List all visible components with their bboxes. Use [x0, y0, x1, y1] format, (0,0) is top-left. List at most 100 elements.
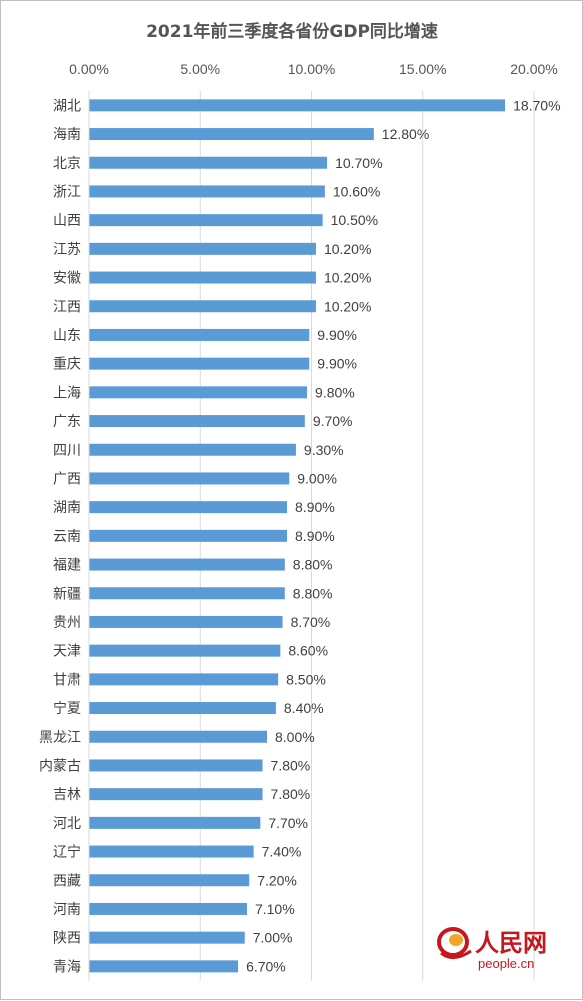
bar	[89, 300, 316, 313]
data-label: 7.00%	[253, 930, 293, 946]
bar	[89, 816, 261, 829]
category-label: 上海	[53, 385, 81, 401]
data-label: 8.90%	[295, 528, 335, 544]
data-label: 10.50%	[331, 212, 378, 228]
category-label: 新疆	[53, 586, 81, 602]
bar	[89, 673, 279, 686]
category-label: 广西	[53, 471, 81, 487]
category-label: 青海	[53, 959, 81, 975]
data-label: 8.70%	[291, 614, 331, 630]
bar	[89, 128, 374, 141]
category-label: 四川	[53, 443, 81, 459]
logo-text: 人民网	[475, 928, 547, 957]
x-tick-label: 10.00%	[288, 61, 335, 77]
data-label: 7.20%	[257, 872, 297, 888]
category-label: 辽宁	[53, 844, 81, 861]
data-label: 8.60%	[288, 643, 328, 659]
category-label: 吉林	[53, 787, 81, 803]
data-labels: 18.70% 12.80%10.70% 10.60% 10.50% 10.20% 10.2…	[246, 97, 560, 974]
data-label: 9.80%	[315, 384, 355, 400]
category-label: 湖南	[53, 500, 81, 516]
bar	[89, 185, 325, 198]
category-label: 云南	[53, 529, 81, 545]
category-label: 西藏	[53, 873, 81, 889]
data-label: 8.50%	[286, 671, 326, 687]
bars	[89, 99, 506, 973]
bar	[89, 328, 310, 341]
category-label: 山西	[53, 213, 81, 229]
data-label: 9.70%	[313, 413, 353, 429]
data-label: 8.00%	[275, 729, 315, 745]
data-label: 12.80%	[382, 126, 429, 142]
logo-emblem-icon	[437, 927, 472, 959]
data-label: 9.00%	[297, 470, 337, 486]
category-label: 天津	[53, 644, 81, 660]
data-label: 7.80%	[271, 757, 311, 773]
x-axis-ticks: 0.00% 5.00% 10.00% 15.00% 20.00%	[69, 61, 558, 77]
logo-subtext: people.cn	[478, 956, 534, 971]
x-tick-label: 0.00%	[69, 61, 109, 77]
category-label: 重庆	[53, 357, 81, 373]
bar	[89, 788, 263, 801]
category-label: 江苏	[53, 242, 81, 258]
category-label: 内蒙古	[39, 758, 81, 774]
data-label: 9.90%	[317, 356, 357, 372]
bar	[89, 558, 285, 571]
category-labels: 湖北海南北京浙江山西江苏安徽江西山东重庆上海广东四川广西湖南云南福建新疆贵州天津…	[39, 98, 81, 975]
bar	[89, 156, 328, 169]
data-label: 18.70%	[513, 97, 560, 113]
data-label: 10.20%	[324, 270, 371, 286]
category-label: 河南	[53, 902, 81, 918]
data-label: 8.80%	[293, 557, 333, 573]
bar	[89, 587, 285, 600]
category-label: 甘肃	[53, 672, 81, 688]
data-label: 10.60%	[333, 183, 380, 199]
data-label: 10.20%	[324, 241, 371, 257]
bar	[89, 214, 323, 227]
bar	[89, 615, 283, 628]
data-label: 8.40%	[284, 700, 324, 716]
category-label: 黑龙江	[39, 730, 81, 746]
bar	[89, 759, 263, 772]
bar	[89, 529, 288, 542]
people-cn-logo: 人民网 people.cn	[437, 927, 547, 971]
data-label: 6.70%	[246, 958, 286, 974]
category-label: 陕西	[53, 931, 81, 947]
bar	[89, 931, 245, 944]
data-label: 8.80%	[293, 585, 333, 601]
category-label: 湖北	[53, 98, 81, 114]
data-label: 7.80%	[271, 786, 311, 802]
bar	[89, 702, 276, 715]
data-label: 9.30%	[304, 442, 344, 458]
category-label: 福建	[53, 558, 81, 574]
data-label: 7.70%	[268, 815, 308, 831]
bar	[89, 644, 281, 657]
bar	[89, 845, 254, 858]
bar	[89, 472, 290, 485]
data-label: 10.70%	[335, 155, 382, 171]
category-label: 贵州	[53, 615, 81, 631]
bar	[89, 874, 250, 887]
category-label: 山东	[53, 328, 81, 344]
data-label: 7.40%	[262, 844, 302, 860]
data-label: 9.90%	[317, 327, 357, 343]
category-label: 河北	[53, 816, 81, 832]
bar	[89, 902, 247, 915]
category-label: 广东	[53, 414, 81, 430]
category-label: 浙江	[53, 184, 81, 200]
data-label: 8.90%	[295, 499, 335, 515]
bar	[89, 730, 267, 743]
bar	[89, 99, 506, 112]
bar	[89, 357, 310, 370]
bar	[89, 386, 308, 399]
category-label: 北京	[53, 156, 81, 172]
category-label: 宁夏	[53, 700, 81, 717]
bar	[89, 242, 316, 255]
bar	[89, 271, 316, 284]
x-tick-label: 15.00%	[399, 61, 446, 77]
bar	[89, 501, 288, 514]
data-label: 10.20%	[324, 298, 371, 314]
bar	[89, 415, 305, 428]
